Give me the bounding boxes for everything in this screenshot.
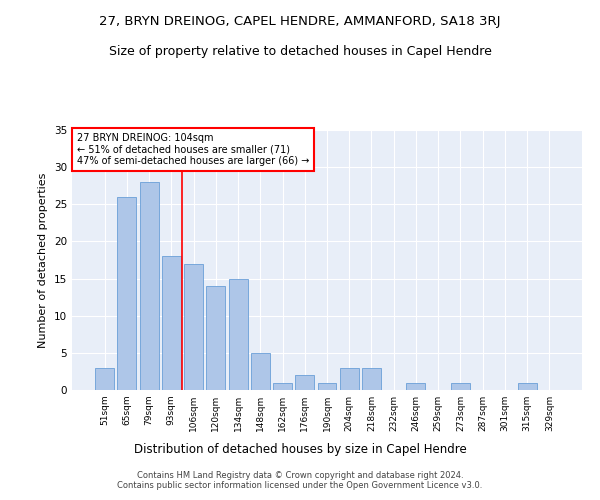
Bar (118, 197, 136, 390)
Text: 27, BRYN DREINOG, CAPEL HENDRE, AMMANFORD, SA18 3RJ: 27, BRYN DREINOG, CAPEL HENDRE, AMMANFOR… (99, 15, 501, 28)
Bar (518, 382, 536, 390)
Bar (362, 368, 381, 390)
Bar (140, 182, 158, 390)
Bar (229, 278, 248, 390)
Bar (340, 368, 359, 390)
Bar (451, 382, 470, 390)
Bar (95, 368, 114, 390)
Text: Contains HM Land Registry data © Crown copyright and database right 2024.
Contai: Contains HM Land Registry data © Crown c… (118, 470, 482, 490)
Bar (206, 286, 225, 390)
Text: 27 BRYN DREINOG: 104sqm
← 51% of detached houses are smaller (71)
47% of semi-de: 27 BRYN DREINOG: 104sqm ← 51% of detache… (77, 132, 310, 166)
Text: Distribution of detached houses by size in Capel Hendre: Distribution of detached houses by size … (134, 442, 466, 456)
Text: Size of property relative to detached houses in Capel Hendre: Size of property relative to detached ho… (109, 45, 491, 58)
Bar (406, 382, 425, 390)
Bar (295, 375, 314, 390)
Bar (273, 382, 292, 390)
Bar (251, 353, 270, 390)
Bar (184, 264, 203, 390)
Y-axis label: Number of detached properties: Number of detached properties (38, 172, 49, 348)
Bar (317, 382, 337, 390)
Bar (162, 256, 181, 390)
